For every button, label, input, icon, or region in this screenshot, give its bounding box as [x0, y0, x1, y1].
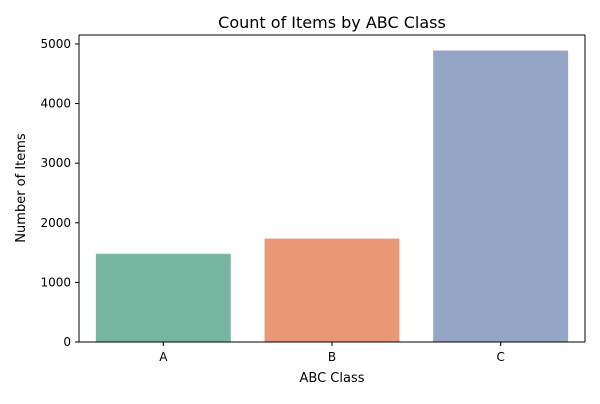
- x-tick-label: B: [328, 350, 336, 364]
- y-tick-label: 5000: [40, 37, 71, 51]
- chart-title: Count of Items by ABC Class: [218, 13, 446, 32]
- bars-group: [95, 50, 569, 343]
- y-tick-label: 4000: [40, 97, 71, 111]
- y-axis-label: Number of Items: [14, 133, 29, 243]
- x-axis-label: ABC Class: [300, 371, 365, 386]
- x-tick-label: C: [496, 350, 504, 364]
- y-tick-label: 1000: [40, 275, 71, 289]
- bar-a: [95, 253, 231, 342]
- y-ticks-group: 0 1000 2000 3000 4000 5000: [40, 37, 79, 349]
- bar-b: [264, 238, 400, 342]
- y-tick-label: 3000: [40, 156, 71, 170]
- y-tick-label: 2000: [40, 216, 71, 230]
- bar-c: [433, 50, 569, 343]
- x-tick-label: A: [159, 350, 168, 364]
- y-tick-label: 0: [63, 335, 71, 349]
- x-ticks-group: A B C: [159, 342, 505, 364]
